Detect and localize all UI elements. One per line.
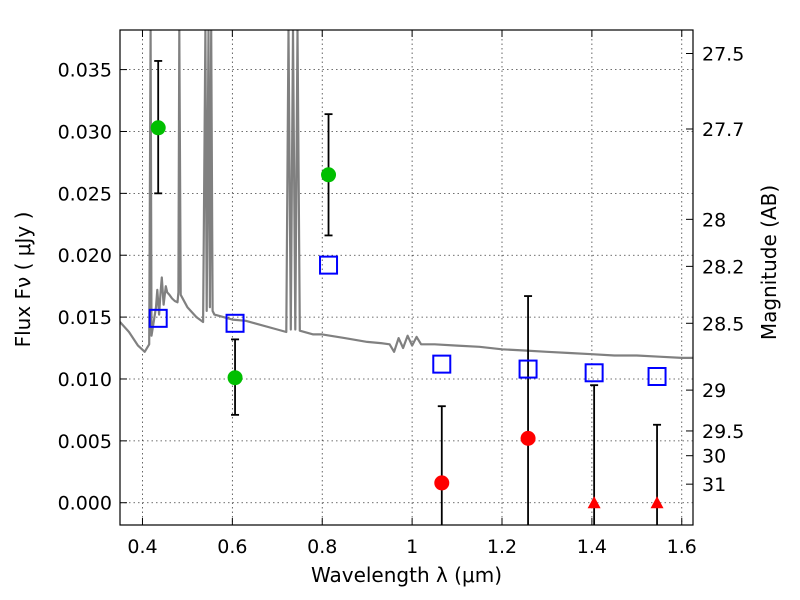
right-tick-label: 27.7 [702, 119, 744, 141]
x-tick-label: 0.4 [127, 536, 157, 558]
right-axis-title: Magnitude (AB) [757, 185, 781, 340]
model-point-square [148, 308, 168, 328]
model-point-square [225, 313, 245, 333]
model-spectrum [120, 30, 693, 359]
right-tick-label: 29.5 [702, 421, 744, 443]
y-tick-label: 0.030 [58, 121, 112, 143]
model-point-square [319, 255, 339, 275]
y-tick-label: 0.010 [58, 369, 112, 391]
data-points [148, 60, 667, 525]
x-tick-label: 1.2 [487, 536, 517, 558]
y-tick-label: 0.005 [58, 431, 112, 453]
y-axis-title: Flux Fν ( μJy ) [11, 212, 35, 348]
spectrum-line [120, 30, 693, 359]
data-point-triangle [650, 496, 664, 509]
x-tick-label: 1.6 [667, 536, 697, 558]
y-tick-label: 0.020 [58, 245, 112, 267]
plot-frame [119, 29, 694, 526]
data-point-triangle [587, 496, 601, 509]
y-tick-label: 0.025 [58, 183, 112, 205]
model-point-square [518, 359, 538, 379]
data-point-circle [321, 167, 337, 183]
right-tick-label: 29 [702, 380, 726, 402]
right-tick-label: 28 [702, 209, 726, 231]
y-tick-label: 0.000 [58, 493, 112, 515]
data-point-circle [150, 120, 166, 136]
y-tick-label: 0.015 [58, 307, 112, 329]
data-point-circle [520, 430, 536, 446]
right-tick-label: 27.5 [702, 44, 744, 66]
x-axis-title: Wavelength λ (μm) [311, 563, 502, 587]
model-point-square [432, 354, 452, 374]
x-tick-label: 1.4 [577, 536, 607, 558]
x-tick-label: 0.6 [217, 536, 247, 558]
right-tick-label: 28.2 [702, 256, 744, 278]
x-tick-label: 1 [406, 536, 418, 558]
data-point-circle [434, 475, 450, 491]
x-tick-label: 0.8 [307, 536, 337, 558]
axis-ticks: 0.4 0.6 0.8 1 1.2 1.4 1.6 0.000 0.005 0.010 0.015 0… [58, 30, 744, 558]
data-point-circle [227, 370, 243, 386]
right-tick-label: 28.5 [702, 313, 744, 335]
right-tick-label: 30 [702, 446, 726, 468]
model-point-square [584, 363, 604, 383]
right-tick-label: 31 [702, 474, 726, 496]
y-tick-label: 0.035 [58, 60, 112, 82]
model-point-square [647, 367, 667, 386]
